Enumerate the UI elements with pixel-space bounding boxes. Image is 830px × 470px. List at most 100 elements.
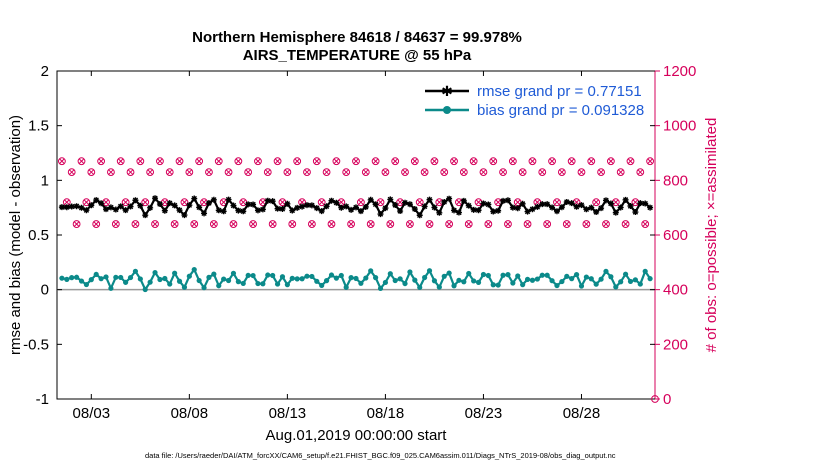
obs-assimilated-marker	[363, 169, 369, 175]
series-point	[117, 203, 124, 210]
series-point	[382, 279, 389, 286]
legend-bias-marker	[443, 106, 451, 114]
obs-assimilated-marker	[74, 221, 80, 227]
series-point	[323, 278, 330, 284]
series-point	[348, 206, 355, 213]
obs-assimilated-marker	[142, 199, 148, 205]
obs-possible-marker	[391, 157, 400, 166]
obs-assimilated-marker	[373, 158, 379, 164]
series-point	[534, 203, 541, 210]
obs-assimilated-marker	[431, 158, 437, 164]
series-point	[103, 274, 109, 280]
series-point	[539, 201, 546, 208]
obs-possible-marker	[347, 220, 355, 228]
series-point	[612, 209, 619, 216]
series-point	[73, 203, 80, 210]
series-point	[593, 209, 600, 216]
obs-assimilated-marker	[480, 169, 486, 175]
series-point	[387, 271, 393, 277]
obs-assimilated-marker	[279, 199, 286, 205]
series-point	[397, 276, 403, 282]
obs-assimilated-marker	[309, 221, 315, 227]
series-point	[505, 272, 511, 278]
obs-assimilated-marker	[127, 169, 134, 175]
obs-possible-marker	[121, 198, 130, 207]
series-point	[524, 208, 531, 215]
obs-possible-marker	[165, 168, 174, 177]
legend-rmse-marker: ✱	[441, 83, 453, 99]
series-point	[368, 268, 374, 274]
obs-possible-marker	[283, 168, 292, 177]
series-point	[343, 203, 350, 210]
obs-assimilated-marker	[598, 169, 604, 175]
series-point	[451, 283, 457, 289]
obs-assimilated-marker	[211, 221, 217, 227]
series-point	[627, 278, 634, 285]
series-point	[250, 201, 257, 208]
obs-possible-marker	[504, 220, 512, 228]
obs-assimilated-marker	[471, 158, 477, 164]
series-point	[88, 277, 94, 283]
series-point	[363, 275, 369, 281]
obs-possible-marker	[616, 168, 625, 177]
obs-assimilated-marker	[333, 158, 339, 164]
series-point	[122, 207, 129, 214]
obs-possible-marker	[597, 168, 605, 177]
series-point	[93, 271, 99, 278]
series-point	[147, 204, 154, 211]
series-point	[78, 278, 85, 284]
series-point	[544, 272, 550, 278]
series-point	[519, 200, 526, 207]
obs-assimilated-marker	[554, 199, 560, 205]
obs-possible-marker	[293, 157, 302, 166]
x-axis-label: Aug.01,2019 00:00:00 start	[266, 427, 448, 444]
obs-assimilated-marker	[255, 158, 261, 164]
series-point	[221, 276, 227, 282]
series-point	[254, 207, 261, 214]
obs-assimilated-marker	[466, 221, 472, 227]
obs-possible-marker	[489, 157, 498, 166]
obs-possible-marker	[450, 157, 458, 166]
y-tick-label-left: 0	[41, 282, 49, 299]
obs-assimilated-marker	[397, 199, 403, 205]
series-point	[191, 195, 198, 202]
y-tick-label-right: 600	[663, 227, 688, 244]
series-point	[98, 200, 105, 207]
series-point	[215, 207, 222, 214]
series-point	[515, 273, 521, 279]
obs-possible-marker	[430, 157, 439, 166]
obs-possible-marker	[415, 198, 424, 207]
series-point	[230, 270, 237, 276]
obs-possible-marker	[82, 198, 91, 207]
series-point	[490, 208, 497, 215]
series-point	[206, 274, 212, 280]
series-point	[303, 202, 310, 209]
series-point	[157, 276, 163, 283]
obs-assimilated-marker	[456, 199, 462, 205]
obs-assimilated-marker	[407, 221, 413, 227]
obs-possible-marker	[111, 220, 120, 228]
obs-assimilated-marker	[176, 158, 183, 164]
y-tick-label-left: -0.5	[23, 336, 49, 353]
series-point	[553, 208, 560, 215]
obs-possible-marker	[254, 157, 262, 166]
series-point	[618, 279, 624, 285]
series-point	[588, 204, 595, 211]
series-point	[59, 275, 65, 281]
series-point	[64, 276, 70, 282]
series-point	[500, 272, 506, 278]
obs-assimilated-marker	[392, 158, 398, 164]
obs-possible-marker	[342, 168, 351, 177]
series-point	[83, 281, 90, 288]
obs-assimilated-marker	[529, 158, 536, 164]
obs-possible-marker	[312, 157, 321, 166]
y-tick-label-right: 1200	[663, 63, 696, 80]
obs-possible-marker	[92, 220, 101, 228]
obs-possible-marker	[459, 168, 468, 177]
series-point	[205, 200, 212, 207]
obs-assimilated-marker	[647, 158, 653, 164]
y-tick-label-left: 2	[41, 63, 49, 80]
obs-possible-marker	[646, 157, 654, 166]
obs-assimilated-marker	[64, 199, 70, 205]
obs-possible-marker	[361, 168, 370, 177]
